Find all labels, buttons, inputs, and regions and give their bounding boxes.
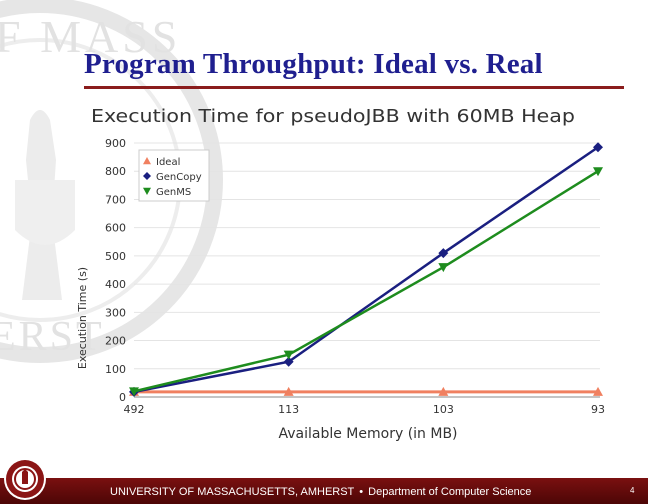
data-point-gencopy: [438, 248, 449, 259]
y-tick-label: 0: [119, 391, 126, 404]
data-point-gencopy: [283, 356, 294, 367]
umass-seal-logo: [4, 458, 46, 500]
footer-university: UNIVERSITY OF MASSACHUSETTS, AMHERST: [110, 486, 355, 498]
data-point-ideal: [593, 386, 603, 396]
y-tick-label: 900: [105, 137, 126, 150]
legend-marker-genms: [143, 187, 151, 195]
x-tick-label: 113: [278, 403, 299, 416]
footer-separator: •: [359, 486, 364, 498]
data-point-genms: [129, 387, 139, 397]
page-number: 4: [630, 486, 635, 495]
y-tick-label: 600: [105, 222, 126, 235]
seal-text-left: ERST: [0, 314, 105, 360]
y-tick-label: 100: [105, 363, 126, 376]
series-line-genms: [133, 170, 599, 393]
legend-box: [138, 149, 210, 202]
y-tick-label: 500: [105, 250, 126, 263]
x-axis-label: Available Memory (in MB): [278, 426, 457, 442]
x-tick-label: 103: [433, 403, 454, 416]
y-tick-label: 300: [105, 306, 126, 319]
legend-label-genms: GenMS: [156, 187, 191, 198]
chart-title: Execution Time for pseudoJBB with 60MB H…: [91, 107, 575, 127]
y-tick-label: 200: [105, 335, 126, 348]
data-point-gencopy: [593, 142, 603, 153]
seal-shield: [15, 180, 75, 245]
x-tick-label: 492: [124, 403, 145, 416]
slide-title: Program Throughput: Ideal vs. Real: [84, 48, 543, 80]
data-point-genms: [438, 263, 449, 273]
legend-label-gencopy: GenCopy: [156, 172, 202, 183]
x-tick-labels: 492 113 103 93: [124, 403, 606, 416]
title-underline: [84, 86, 624, 89]
x-tick-label: 93: [591, 403, 605, 416]
y-tick-label: 400: [105, 278, 126, 291]
data-point-ideal: [438, 386, 449, 396]
seal-outer-ring: [0, 0, 223, 363]
data-point-genms: [593, 167, 603, 177]
y-tick-label: 800: [105, 165, 126, 178]
y-axis-label: Execution Time (s): [76, 267, 89, 369]
series-genms: [129, 167, 603, 397]
legend-marker-gencopy: [143, 172, 151, 180]
y-tick-labels: 0 100 200 300 400 500 600 700 800 900: [105, 137, 126, 404]
series-layer: [129, 142, 603, 397]
footer-department: Department of Computer Science: [368, 486, 532, 498]
series-line-gencopy: [133, 146, 599, 394]
data-point-genms: [283, 350, 294, 360]
footer-bar: [0, 478, 648, 504]
legend-label-ideal: Ideal: [156, 157, 180, 168]
series-gencopy: [129, 142, 603, 397]
legend: Ideal GenCopy GenMS: [138, 149, 210, 202]
footer-text: UNIVERSITY OF MASSACHUSETTS, AMHERST • Dep…: [110, 486, 531, 498]
seal-text-top: F MASS: [0, 11, 181, 62]
data-point-ideal: [283, 386, 294, 396]
series-ideal: [129, 386, 603, 396]
legend-marker-ideal: [143, 157, 151, 165]
y-tick-label: 700: [105, 193, 126, 206]
